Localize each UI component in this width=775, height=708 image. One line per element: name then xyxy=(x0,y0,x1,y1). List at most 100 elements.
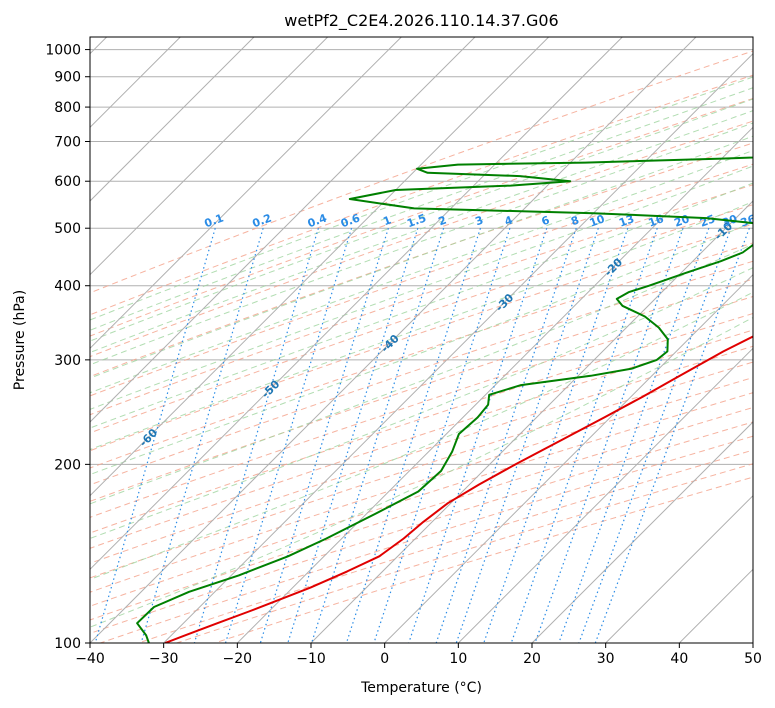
dry-adiabat-line xyxy=(90,97,753,337)
mixing-ratio-label: 10 xyxy=(588,212,607,230)
moist-adiabat-line xyxy=(90,182,753,429)
mixing-ratio-line xyxy=(483,228,629,643)
mixing-ratio-line xyxy=(558,228,710,643)
dewpoint-profile-line xyxy=(136,156,753,643)
mixing-ratio-line xyxy=(287,228,419,643)
mixing-ratio-label: 0.6 xyxy=(339,211,362,230)
y-tick-label: 400 xyxy=(54,279,81,295)
isotherm-line xyxy=(90,37,697,643)
mixing-ratio-line xyxy=(534,228,684,643)
y-tick-label: 800 xyxy=(54,100,81,116)
moist-adiabat-line xyxy=(90,291,753,580)
y-tick-label: 1000 xyxy=(45,43,81,59)
mixing-ratio-line xyxy=(594,228,750,643)
dry-adiabat-line xyxy=(100,435,753,643)
y-tick-label: 600 xyxy=(54,174,81,190)
isotherm-line xyxy=(90,37,255,202)
x-tick-label: −40 xyxy=(75,651,105,667)
moist-adiabat-line xyxy=(90,165,753,410)
mixing-ratio-labels: 0.1 0.2 0.4 0.6 1 1.5 2 3 4 6 8 10 13 16 20 25 30 36 xyxy=(203,211,758,230)
dry-adiabat-line xyxy=(214,476,753,643)
mixing-ratio-label: 3 xyxy=(473,214,485,229)
dry-adiabat-line xyxy=(90,120,753,358)
x-axis-label: Temperature (°C) xyxy=(360,680,482,696)
x-tick-label: 50 xyxy=(744,651,762,667)
isotherm-line xyxy=(90,37,623,571)
moist-adiabat-line xyxy=(90,243,753,505)
x-tick-label: 20 xyxy=(523,651,541,667)
isotherm-line xyxy=(605,494,753,643)
mixing-ratio-label: 25 xyxy=(698,212,717,229)
isotherm-line xyxy=(384,273,753,643)
moist-adiabat-line xyxy=(90,267,753,539)
y-tick-label: 100 xyxy=(54,636,81,652)
mixing-ratio-line xyxy=(259,228,389,643)
y-axis: 1000 900 800 700 600 500 400 300 200 100 xyxy=(45,43,90,652)
dry-adiabat-line xyxy=(90,421,753,634)
x-tick-label: 40 xyxy=(670,651,688,667)
mixing-ratio-label: 1 xyxy=(381,214,393,229)
dry-adiabat-line xyxy=(138,449,753,643)
profile-series xyxy=(136,156,753,643)
mixing-ratio-label: 13 xyxy=(617,212,636,229)
x-tick-label: 10 xyxy=(449,651,467,667)
mixing-ratio-line xyxy=(510,228,658,643)
mixing-ratio-line xyxy=(224,228,353,643)
isotherm-label: -70 xyxy=(16,473,39,496)
moist-adiabat-line xyxy=(90,87,753,331)
temperature-profile-line xyxy=(164,335,753,643)
dry-adiabat-line xyxy=(90,50,753,294)
dry-adiabat-line xyxy=(176,463,753,643)
plot-area xyxy=(90,37,753,643)
mixing-ratio-label: 36 xyxy=(739,212,758,230)
mixing-ratio-line xyxy=(345,228,482,643)
y-axis-label: Pressure (hPa) xyxy=(12,290,28,390)
y-tick-label: 200 xyxy=(54,457,81,473)
mixing-ratio-line xyxy=(373,228,511,643)
y-tick-label: 500 xyxy=(54,221,81,237)
mixing-ratio-lines xyxy=(94,228,750,643)
isotherm-line xyxy=(90,37,329,276)
mixing-ratio-label: 8 xyxy=(569,214,581,229)
x-axis: −40 −30 −20 −10 0 10 20 30 40 50 xyxy=(75,643,762,667)
isotherm-line xyxy=(752,642,753,643)
isotherm-line xyxy=(90,37,476,423)
isotherms xyxy=(90,37,753,643)
isotherm-line xyxy=(531,421,753,643)
x-tick-label: −20 xyxy=(223,651,253,667)
x-tick-label: 0 xyxy=(380,651,389,667)
x-tick-label: −30 xyxy=(149,651,179,667)
moist-adiabat-line xyxy=(90,76,753,321)
isotherm-line xyxy=(236,126,753,643)
chart-title: wetPf2_C2E4.2026.110.14.37.G06 xyxy=(284,11,558,31)
plot-frame xyxy=(89,36,754,644)
mixing-ratio-line xyxy=(455,228,599,643)
isotherm-line xyxy=(90,37,550,497)
isotherm-line xyxy=(310,200,753,643)
mixing-ratio-label: 6 xyxy=(540,213,552,228)
mixing-ratio-label: 4 xyxy=(503,213,515,228)
mixing-ratio-label: 0.4 xyxy=(306,211,329,230)
y-tick-label: 700 xyxy=(54,134,81,150)
mixing-ratio-line xyxy=(408,228,548,643)
mixing-ratio-line xyxy=(193,228,319,643)
mixing-ratio-label: 0.2 xyxy=(251,211,274,230)
mixing-ratio-label: 2 xyxy=(437,214,449,229)
dry-adiabat-line xyxy=(90,329,753,549)
moist-adiabat-line xyxy=(90,98,753,342)
y-tick-label: 900 xyxy=(54,70,81,86)
mixing-ratio-label: 0.1 xyxy=(203,211,226,230)
mixing-ratio-line xyxy=(140,228,264,643)
isotherm-line xyxy=(90,37,402,350)
mixing-ratio-line xyxy=(435,228,577,643)
mixing-ratio-label: 1.5 xyxy=(405,211,428,230)
moist-adiabat-line xyxy=(90,201,753,451)
isotherm-line xyxy=(163,52,753,643)
x-tick-label: 30 xyxy=(597,651,615,667)
mixing-ratio-line xyxy=(578,228,732,643)
isotherm-line xyxy=(457,347,753,643)
x-tick-label: −10 xyxy=(296,651,326,667)
y-tick-label: 300 xyxy=(54,353,81,369)
moist-adiabats xyxy=(90,76,753,628)
